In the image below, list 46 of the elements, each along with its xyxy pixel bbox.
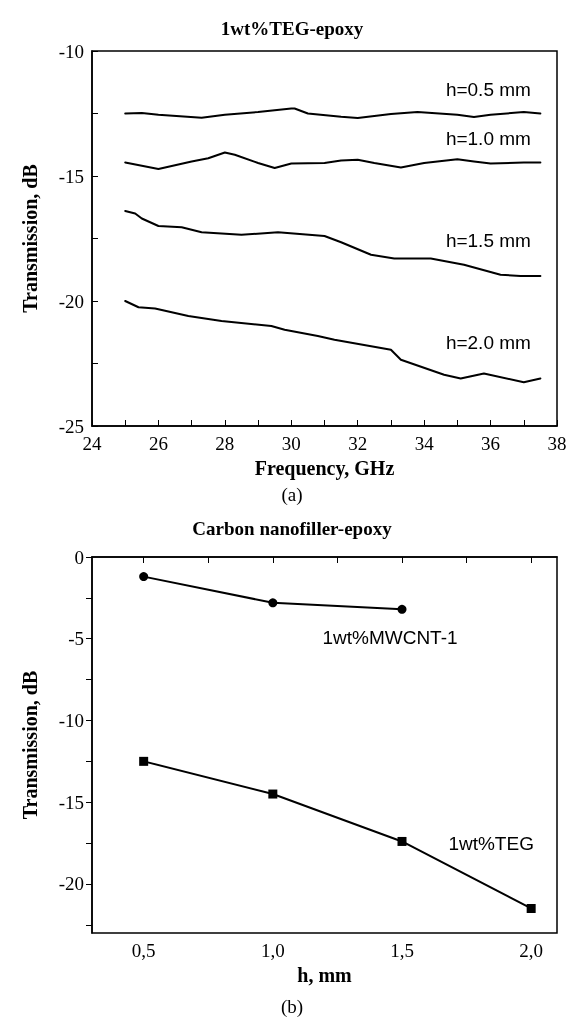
point bbox=[139, 756, 149, 766]
text: (a) bbox=[281, 484, 303, 506]
x-axis-title: h, mm bbox=[297, 963, 353, 986]
series-label: h=1.0 mm bbox=[445, 128, 531, 149]
x-tick-label: 26 bbox=[148, 433, 168, 454]
y-axis-title: Transmission, dB bbox=[19, 670, 41, 820]
y-tick-label: -10 bbox=[58, 40, 84, 62]
y-tick-label: -15 bbox=[58, 165, 84, 187]
y-tick-label: -20 bbox=[58, 873, 84, 895]
x-tick-label: 2,0 bbox=[519, 940, 544, 961]
y-tick-label: -25 bbox=[58, 415, 84, 437]
x-tick-label: 30 bbox=[281, 433, 301, 454]
chart-title: 1wt%TEG-epoxy bbox=[220, 18, 364, 39]
point bbox=[268, 789, 278, 799]
y-tick-label: -15 bbox=[58, 791, 84, 813]
series-label: 1wt%MWCNT-1 bbox=[322, 626, 458, 648]
line-series bbox=[124, 151, 542, 170]
chart-title: Carbon nanofiller-epoxy bbox=[192, 518, 393, 539]
line-series bbox=[124, 210, 542, 277]
text: (b) bbox=[280, 996, 304, 1018]
y-axis-title: Transmission, dB bbox=[19, 164, 41, 313]
x-tick-label: 0,5 bbox=[131, 940, 156, 961]
line-series bbox=[124, 107, 542, 119]
point bbox=[268, 598, 278, 608]
series-label: h=1.5 mm bbox=[445, 229, 531, 251]
y-tick-label: -10 bbox=[58, 709, 84, 731]
line-series bbox=[124, 300, 542, 384]
y-tick-label: -5 bbox=[68, 628, 84, 650]
x-tick-label: 28 bbox=[215, 433, 235, 454]
point bbox=[526, 903, 536, 913]
x-tick-label: 36 bbox=[481, 433, 501, 454]
x-tick-label: 32 bbox=[348, 433, 368, 454]
series-label: 1wt%TEG bbox=[448, 832, 534, 854]
point bbox=[397, 836, 407, 846]
y-tick-label: 0 bbox=[74, 546, 84, 568]
series-label: h=0.5 mm bbox=[445, 79, 531, 100]
point bbox=[397, 604, 407, 614]
series-label: h=2.0 mm bbox=[445, 332, 531, 353]
point bbox=[139, 572, 149, 582]
x-tick-label: 1,5 bbox=[390, 940, 414, 961]
y-tick-label: -20 bbox=[58, 290, 84, 312]
x-tick-label: 24 bbox=[82, 433, 102, 454]
x-tick-label: 1,0 bbox=[260, 940, 285, 961]
x-tick-label: 34 bbox=[414, 433, 435, 454]
x-axis-title: Frequency, GHz bbox=[254, 456, 395, 480]
x-tick-label: 38 bbox=[547, 433, 567, 454]
